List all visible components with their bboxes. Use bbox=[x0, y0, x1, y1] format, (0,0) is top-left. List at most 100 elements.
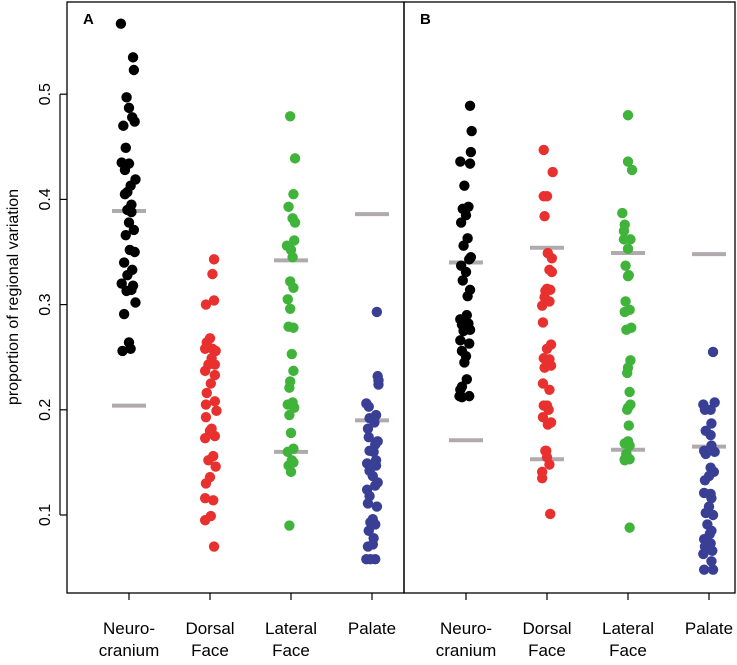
data-point bbox=[619, 455, 630, 466]
data-point bbox=[537, 317, 549, 328]
data-point bbox=[200, 399, 212, 410]
data-point bbox=[203, 455, 214, 466]
data-point bbox=[707, 509, 719, 521]
data-point bbox=[620, 260, 631, 271]
x-tick-label: cranium bbox=[436, 641, 496, 660]
data-point bbox=[620, 296, 631, 307]
data-point bbox=[621, 324, 632, 336]
data-point bbox=[120, 229, 131, 241]
data-point bbox=[119, 164, 131, 176]
data-point bbox=[459, 357, 470, 368]
data-point bbox=[287, 252, 298, 263]
data-point bbox=[705, 429, 716, 441]
data-point bbox=[123, 102, 135, 114]
data-point bbox=[624, 440, 635, 451]
data-point bbox=[284, 111, 296, 122]
x-tick-label: Neuro- bbox=[103, 619, 155, 638]
frame-layer bbox=[66, 1, 736, 594]
data-point bbox=[457, 275, 468, 286]
data-point bbox=[707, 564, 719, 575]
data-point bbox=[373, 379, 384, 390]
data-point bbox=[283, 201, 294, 212]
points-layer bbox=[115, 18, 720, 575]
data-point bbox=[362, 423, 374, 434]
data-point bbox=[288, 282, 299, 293]
data-point bbox=[707, 545, 718, 556]
data-point bbox=[543, 404, 554, 415]
x-tick-label: Dorsal bbox=[185, 619, 234, 638]
data-point bbox=[464, 158, 476, 169]
data-point bbox=[199, 433, 211, 444]
data-point bbox=[211, 405, 222, 417]
data-point bbox=[282, 294, 293, 305]
x-tick-label: Palate bbox=[685, 619, 733, 638]
data-point bbox=[117, 345, 128, 357]
data-point bbox=[199, 365, 211, 377]
x-tick-label: Lateral bbox=[602, 619, 654, 638]
data-point bbox=[200, 411, 212, 423]
data-point bbox=[371, 306, 383, 318]
data-point bbox=[207, 268, 218, 280]
data-point bbox=[622, 110, 634, 121]
data-point bbox=[624, 522, 635, 533]
data-point bbox=[709, 446, 720, 458]
x-tick-label: Face bbox=[528, 641, 566, 660]
data-point bbox=[289, 153, 301, 164]
data-point bbox=[199, 515, 211, 526]
data-point bbox=[209, 369, 221, 381]
data-point bbox=[208, 295, 220, 306]
data-point bbox=[621, 367, 633, 379]
data-point bbox=[125, 343, 136, 354]
data-point bbox=[542, 419, 554, 430]
data-point bbox=[622, 270, 634, 282]
data-point bbox=[541, 191, 553, 202]
data-point bbox=[363, 401, 374, 412]
data-point bbox=[539, 362, 550, 373]
data-point bbox=[371, 501, 383, 512]
data-point bbox=[119, 188, 131, 200]
data-point bbox=[455, 156, 466, 167]
data-point bbox=[539, 211, 550, 222]
data-point bbox=[288, 188, 299, 200]
data-point bbox=[209, 359, 221, 370]
panel-b-frame bbox=[403, 1, 736, 594]
data-point bbox=[118, 308, 130, 320]
data-point bbox=[363, 431, 374, 443]
data-point bbox=[126, 284, 137, 296]
data-point bbox=[459, 180, 470, 191]
data-point bbox=[707, 346, 719, 358]
data-point bbox=[115, 18, 127, 29]
data-point bbox=[199, 492, 211, 504]
data-point bbox=[288, 457, 299, 468]
data-point bbox=[464, 324, 476, 336]
data-point bbox=[541, 451, 553, 463]
data-point bbox=[706, 556, 717, 567]
panel-a-frame bbox=[66, 1, 405, 594]
data-point bbox=[200, 299, 212, 310]
data-point bbox=[621, 404, 633, 415]
data-point bbox=[369, 417, 380, 428]
y-tick-label: 0.3 bbox=[37, 293, 54, 315]
axis-layer: 0.1 0.2 0.3 0.4 0.5 proportion of regional va… bbox=[5, 83, 710, 600]
data-point bbox=[706, 492, 717, 504]
data-point bbox=[464, 338, 475, 349]
data-point bbox=[622, 243, 634, 255]
data-point bbox=[127, 52, 139, 63]
data-point bbox=[626, 164, 638, 176]
data-point bbox=[455, 335, 466, 346]
data-point bbox=[624, 304, 635, 316]
data-point bbox=[128, 224, 140, 236]
data-point bbox=[536, 466, 548, 478]
x-tick-label: Face bbox=[609, 641, 647, 660]
data-point bbox=[286, 348, 298, 360]
data-point bbox=[465, 146, 477, 158]
data-point bbox=[455, 384, 466, 396]
data-point bbox=[284, 382, 295, 393]
data-point bbox=[538, 144, 549, 156]
x-tick-label: cranium bbox=[99, 641, 159, 660]
data-point bbox=[199, 343, 211, 354]
data-point bbox=[698, 548, 709, 560]
data-point bbox=[200, 478, 212, 489]
data-point bbox=[618, 225, 630, 237]
